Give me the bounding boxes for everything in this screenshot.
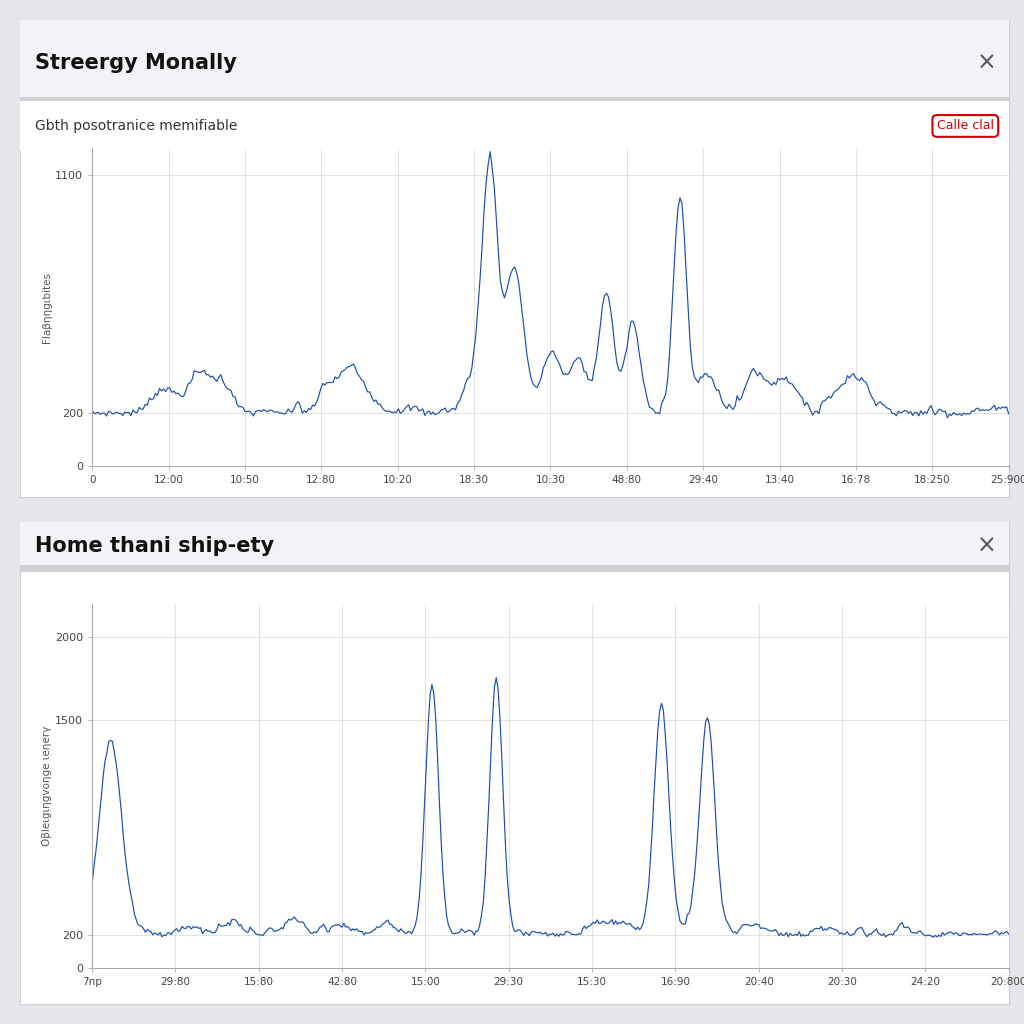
Text: Home thani ship-ety: Home thani ship-ety (35, 536, 274, 556)
Text: Streergy Monally: Streergy Monally (35, 52, 238, 73)
Y-axis label: Flaβηηgιbites: Flaβηηgιbites (42, 271, 52, 343)
Text: ×: × (977, 534, 996, 558)
Text: ×: × (977, 51, 996, 75)
Y-axis label: Oβleιgιηgvoηge ιeηerγ: Oβleιgιηgvoηge ιeηerγ (42, 726, 52, 846)
Text: Gbth posotranice memifiable: Gbth posotranice memifiable (35, 119, 238, 133)
Text: Calle clal: Calle clal (937, 120, 994, 132)
